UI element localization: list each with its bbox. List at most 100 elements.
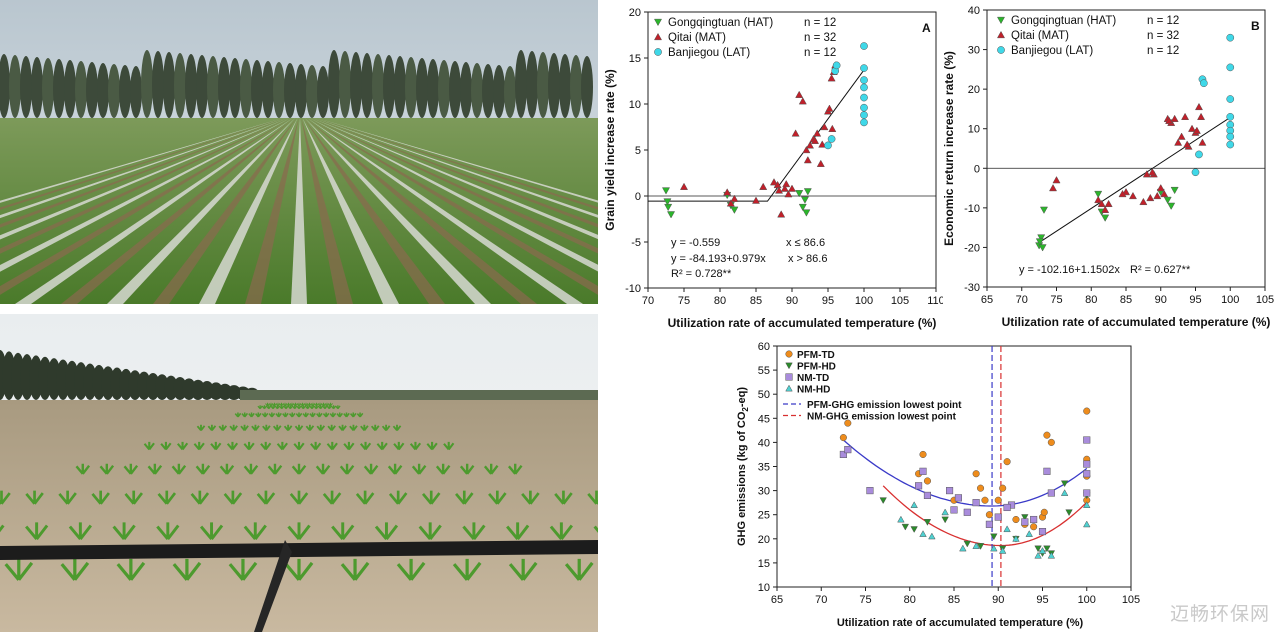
lat-point <box>860 83 868 92</box>
maize-seedling <box>340 558 370 581</box>
x-tick-label: 95 <box>822 295 834 307</box>
legend-marker <box>996 30 1006 39</box>
maize-seedling <box>554 490 573 505</box>
pfm_hd-point <box>1060 480 1069 488</box>
mat-point <box>787 184 797 192</box>
maize-seedling <box>176 441 189 451</box>
lat-point <box>827 135 836 143</box>
pfm_hd-point <box>1021 514 1029 521</box>
maize-seedling <box>507 463 523 475</box>
plastic-mulch-row <box>199 118 298 304</box>
maize-seedling <box>4 558 34 581</box>
plot-area: 70 75 80 85 90 95 100 105 110 -10 -5 0 5 10 15 20 A Gongq… <box>603 7 943 330</box>
nm_td-point <box>1083 436 1091 444</box>
y-tick-label: -5 <box>631 237 641 249</box>
maize-seedling <box>443 441 455 451</box>
hat-point <box>1163 196 1172 205</box>
maize-seedling <box>393 441 405 451</box>
maize-seedling <box>309 405 315 410</box>
lat-point <box>1226 140 1235 149</box>
pfm_hd-point <box>879 497 887 505</box>
maize-seedling <box>330 405 337 410</box>
maize-seedling <box>291 463 307 475</box>
pfm_hd-point <box>1034 545 1042 553</box>
legend-marker <box>654 48 662 56</box>
plot-frame <box>776 345 1132 588</box>
pfm_hd-point <box>910 526 918 533</box>
nm_hd-point <box>897 515 905 523</box>
fitted-curve <box>882 485 1088 547</box>
x-tick-label: 95 <box>1036 594 1048 606</box>
nm_hd-point <box>1047 551 1056 559</box>
distant-trees <box>240 390 598 400</box>
x-tick-label: 105 <box>1122 594 1140 606</box>
nm_hd-point <box>1060 489 1069 496</box>
maize-seedling <box>326 405 332 410</box>
mat-point <box>1160 189 1169 198</box>
y-tick-label: 20 <box>758 534 770 546</box>
poplar-tree <box>306 65 318 118</box>
panel-label: A <box>922 21 931 35</box>
maize-seedling <box>218 424 228 432</box>
mat-point <box>1156 183 1165 192</box>
nm_td-point <box>1021 518 1029 526</box>
y-axis-label: Grain yield increase rate (%) <box>603 69 617 230</box>
maize-seedling <box>327 424 336 432</box>
maize-seedling <box>587 490 598 505</box>
maize-seedling <box>339 463 355 475</box>
plastic-mulch-row <box>0 118 291 272</box>
x-tick-label: 85 <box>1120 294 1132 306</box>
maize-seedling <box>521 490 540 505</box>
x-tick-label: 105 <box>1256 294 1274 306</box>
hat-point <box>663 198 672 206</box>
poplar-tree <box>570 55 582 118</box>
soil-row <box>310 118 598 254</box>
pfm_hd-point <box>990 533 998 541</box>
y-tick-label: 10 <box>968 124 980 136</box>
soil-row <box>301 118 353 304</box>
y-tick-label: 50 <box>758 389 770 401</box>
x-tick-label: 75 <box>859 594 871 606</box>
legend-count: n = 32 <box>1147 30 1179 42</box>
cornfield-illustration-bottom <box>0 314 598 632</box>
x-tick-label: 100 <box>1078 594 1096 606</box>
maize-seedling <box>272 424 282 432</box>
soil-row <box>303 118 445 304</box>
legend-label: Banjiegou (LAT) <box>668 47 750 59</box>
poplar-tree <box>515 50 527 118</box>
poplar-tree <box>75 61 87 118</box>
x-tick-label: 80 <box>714 295 726 307</box>
pfm_td-point <box>994 496 1002 504</box>
maize-seedling <box>124 490 144 505</box>
lat-point <box>860 42 868 50</box>
maize-seedling <box>262 424 271 432</box>
mat-point <box>759 182 768 190</box>
plastic-mulch-row <box>312 118 598 240</box>
mat-point <box>751 196 761 204</box>
nm_hd-point <box>1025 530 1033 537</box>
mat-point <box>811 136 820 144</box>
soil-row <box>308 118 598 295</box>
equation-2: y = -84.193+0.979x <box>671 253 766 265</box>
lat-point <box>860 93 868 102</box>
nm_hd-point <box>910 501 918 508</box>
tree-line <box>0 350 598 400</box>
maize-seedling <box>359 441 372 451</box>
pfm_td-point <box>839 434 847 442</box>
maize-seedling <box>123 463 139 475</box>
plastic-mulch-row <box>302 118 399 304</box>
maize-seedling <box>388 490 408 505</box>
maize-seedling <box>455 490 474 505</box>
mat-point <box>1188 124 1197 132</box>
lat-point <box>860 118 868 127</box>
poplar-tree <box>141 50 153 118</box>
poplar-tree <box>9 55 21 118</box>
y-tick-label: 10 <box>758 582 770 594</box>
y-tick-label: 40 <box>968 5 980 17</box>
mat-point <box>798 97 807 105</box>
mat-point <box>730 194 739 202</box>
maize-seedling <box>349 412 357 418</box>
maize-seedling <box>255 412 262 418</box>
legend-label: NM-HD <box>797 385 830 396</box>
maize-seedling <box>370 424 380 432</box>
